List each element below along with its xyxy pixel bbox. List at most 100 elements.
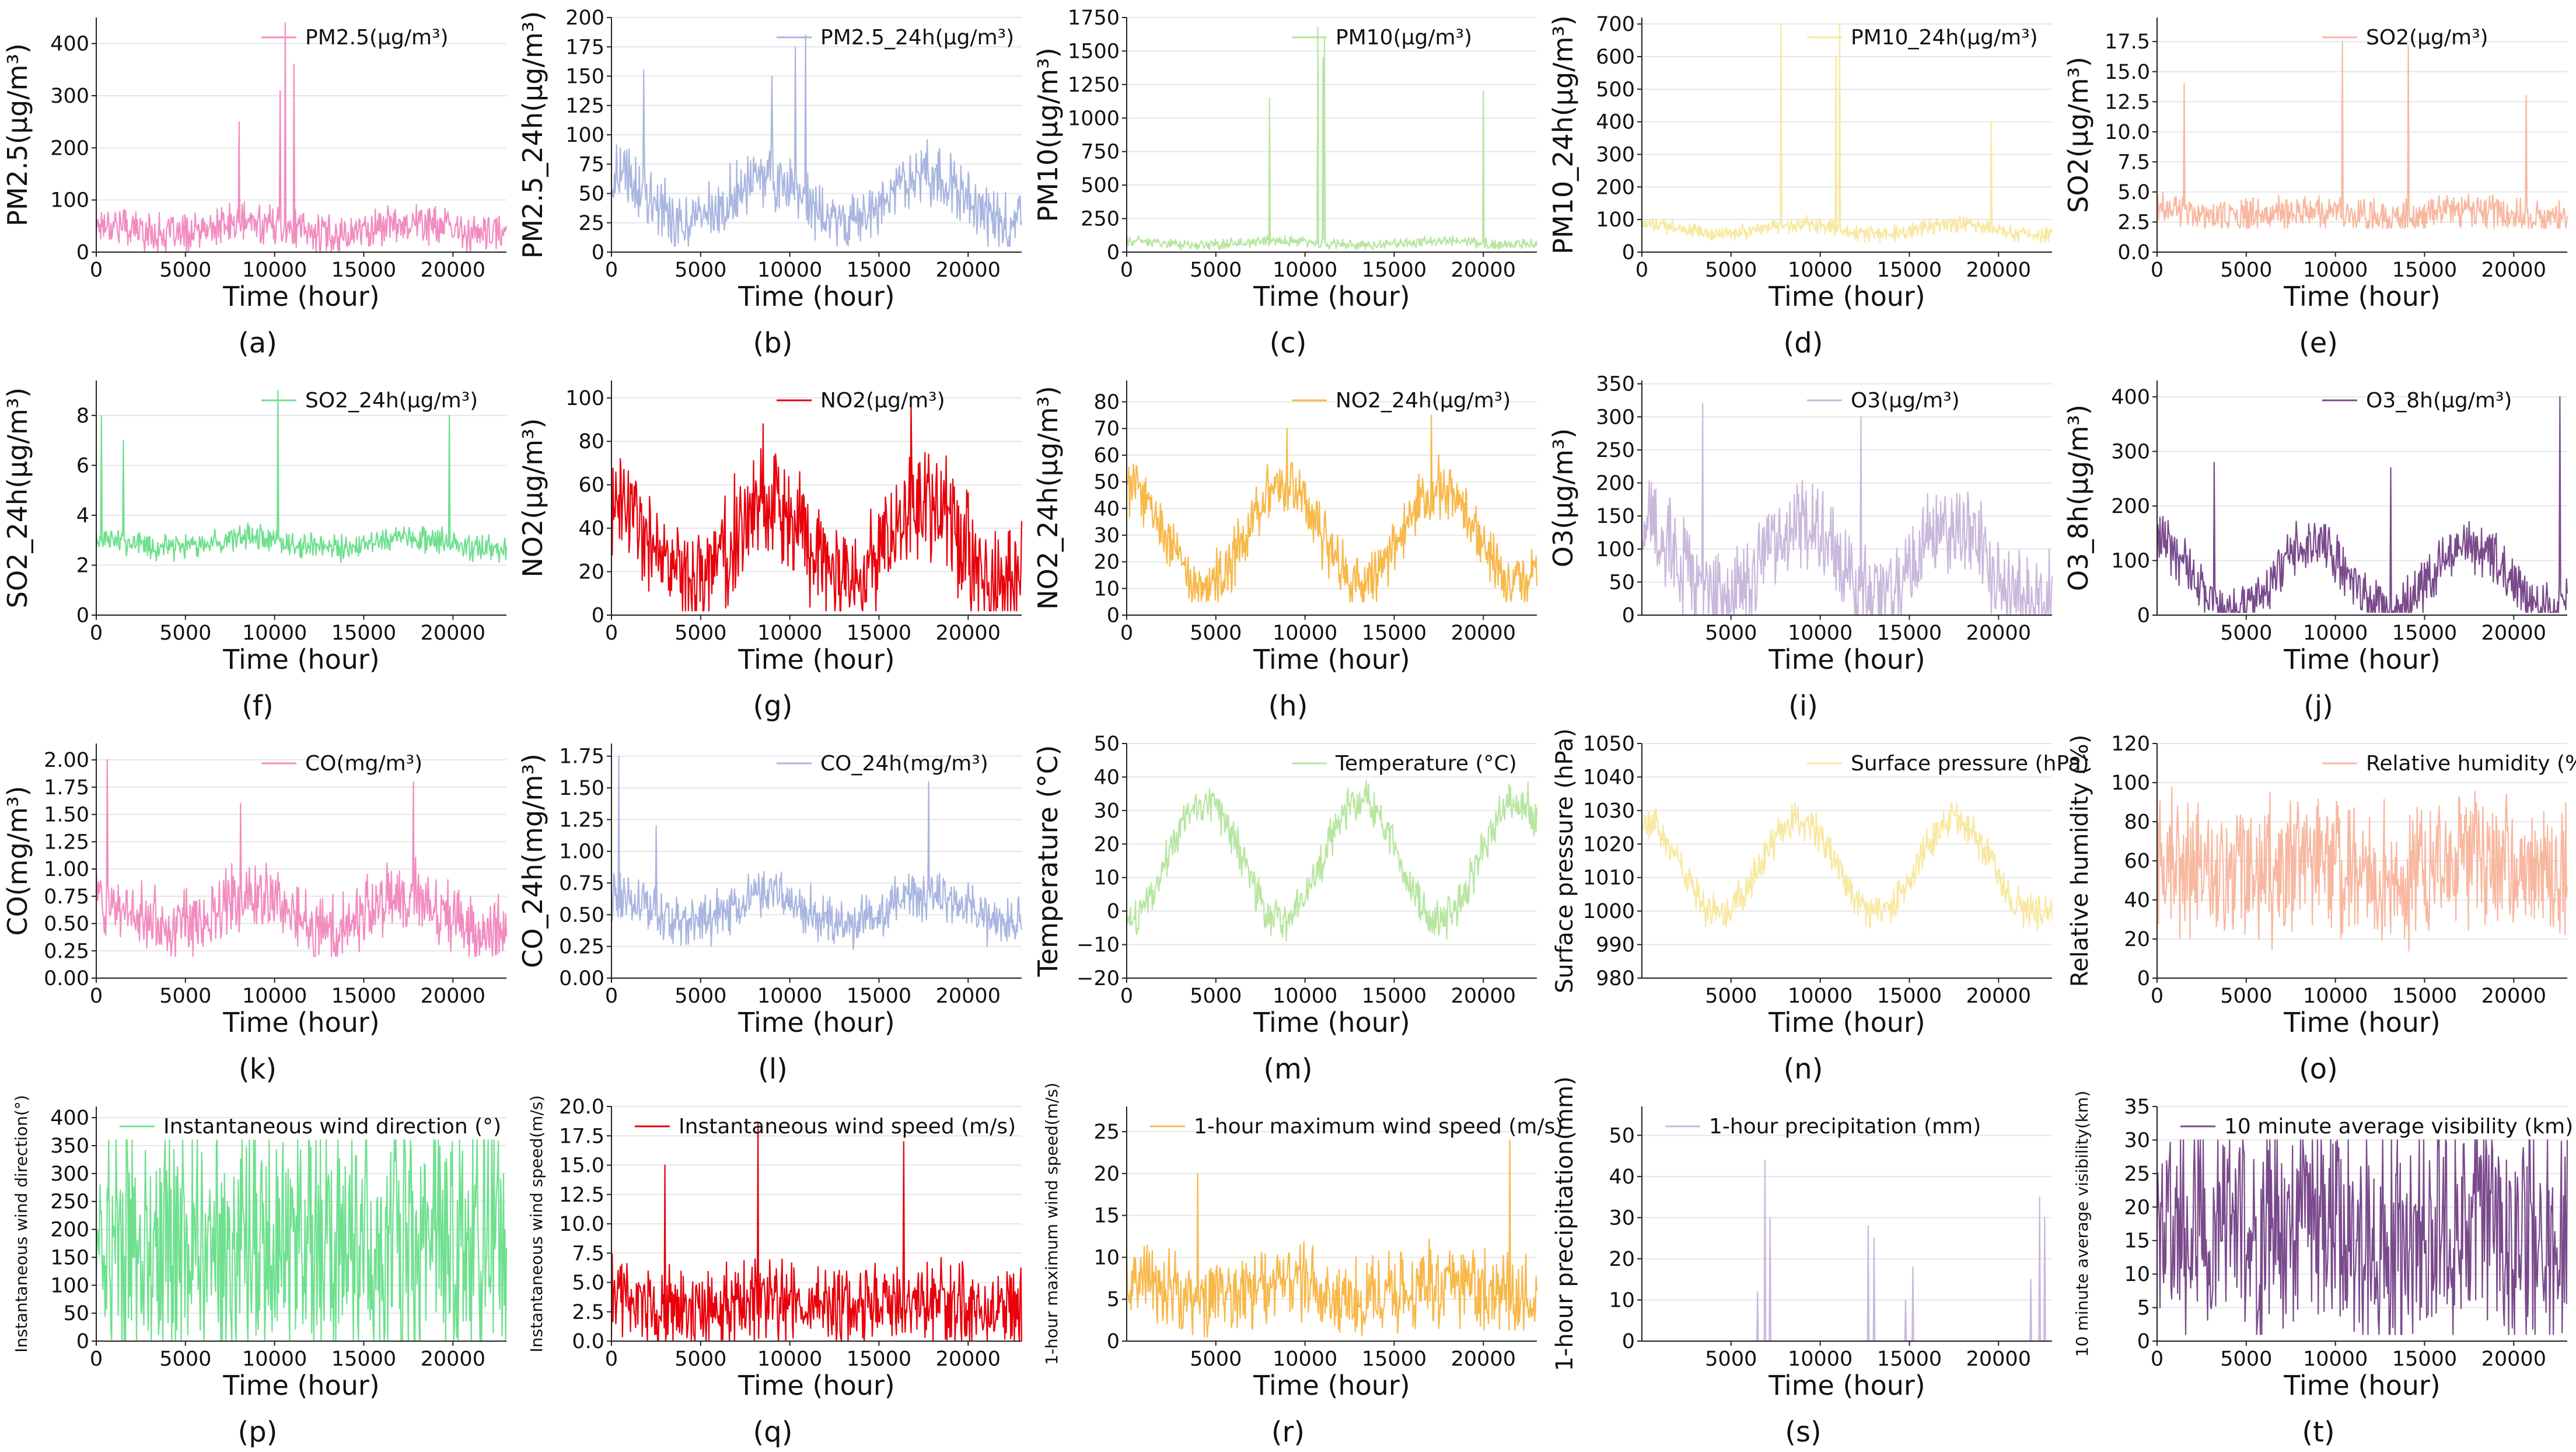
- y-tick-label: 12.5: [559, 1184, 604, 1207]
- x-axis-label: Time (hour): [738, 1370, 894, 1401]
- y-tick-label: 0: [1107, 900, 1120, 923]
- y-tick-label: 40: [578, 517, 604, 540]
- y-tick-label: 50: [63, 1302, 89, 1325]
- x-tick-label: 20000: [936, 1348, 1001, 1371]
- x-axis-label: Time (hour): [738, 281, 894, 312]
- panel-letter: (m): [1263, 1053, 1313, 1085]
- x-tick-label: 10000: [757, 985, 822, 1008]
- panel-letter: (h): [1268, 690, 1308, 722]
- y-axis-label: Instantaneous wind direction(°): [12, 1095, 31, 1353]
- chart-panel-c: 0 250 500 750 1000 1250 1500 1750 0 5000 10000 1500…: [1030, 0, 1546, 363]
- y-tick-label: 35: [2124, 1095, 2150, 1119]
- chart-svg: −20 −10 0 10 20 30 40 50 0 5000 10000 15000 20000 Tim…: [1032, 732, 1538, 1038]
- panel-letter: (p): [237, 1416, 278, 1448]
- y-tick-label: 10.0: [559, 1213, 604, 1236]
- y-tick-label: 1000: [1583, 900, 1635, 923]
- y-tick-label: 300: [50, 1163, 89, 1186]
- y-axis-label: Instantaneous wind speed(m/s): [527, 1095, 546, 1353]
- x-tick-label: 15000: [1877, 622, 1942, 645]
- y-tick-label: 2.00: [44, 749, 89, 772]
- x-tick-label: 5000: [674, 1348, 726, 1371]
- y-tick-label: 60: [578, 474, 604, 497]
- y-tick-label: 600: [1596, 46, 1635, 69]
- series-line: [1641, 802, 2053, 933]
- y-tick-label: 50: [1609, 571, 1635, 594]
- x-tick-label: 5000: [1190, 259, 1242, 282]
- y-tick-label: 1.25: [559, 808, 604, 832]
- x-tick-label: 5000: [159, 985, 211, 1008]
- panel-letter: (a): [238, 327, 277, 359]
- chart-panel-n: 980 990 1000 1010 1020 1030 1040 1050 5000 10000 1…: [1546, 726, 2089, 1089]
- y-tick-label: 5.0: [2117, 181, 2150, 204]
- x-axis-label: Time (hour): [222, 644, 379, 675]
- y-tick-label: 200: [50, 1219, 89, 1242]
- y-tick-label: 0.50: [559, 903, 604, 927]
- x-tick-label: 15000: [331, 259, 396, 282]
- y-tick-label: 30: [1093, 524, 1120, 547]
- legend-label: Instantaneous wind speed (m/s): [679, 1115, 1016, 1139]
- panel-letter: (n): [1783, 1053, 1823, 1085]
- y-tick-label: 0: [1107, 241, 1120, 264]
- x-tick-label: 5000: [1190, 985, 1242, 1008]
- panel-letter: (d): [1783, 327, 1823, 359]
- x-tick-label: 0: [605, 622, 618, 645]
- x-tick-label: 20000: [1966, 985, 2031, 1008]
- chart-svg: 0 100 200 300 400 5000 10000 15000 20000 Time (ho…: [2063, 381, 2568, 675]
- legend-label: SO2_24h(μg/m³): [305, 389, 478, 413]
- x-tick-label: 0: [1120, 985, 1133, 1008]
- legend-label: 1-hour maximum wind speed (m/s): [1194, 1115, 1563, 1139]
- x-axis-label: Time (hour): [2283, 1007, 2440, 1038]
- y-tick-label: 17.5: [559, 1125, 604, 1148]
- x-tick-label: 5000: [1705, 1348, 1757, 1371]
- series-line: [1126, 26, 1538, 251]
- chart-panel-h: 0 10 20 30 40 50 60 70 80 0 5000 10000 15000 20000 Tim…: [1030, 363, 1546, 726]
- series-line: [1126, 1139, 1538, 1338]
- y-tick-label: 750: [1081, 141, 1120, 164]
- chart-panel-j: 0 100 200 300 400 5000 10000 15000 20000 Time (ho…: [2061, 363, 2576, 726]
- chart-svg: 980 990 1000 1010 1020 1030 1040 1050 5000 10000 1…: [1551, 728, 2089, 1038]
- chart-panel-m: −20 −10 0 10 20 30 40 50 0 5000 10000 15000 20000 Tim…: [1030, 726, 1546, 1089]
- x-tick-label: 20000: [936, 259, 1001, 282]
- y-tick-label: 20: [578, 561, 604, 584]
- y-tick-label: 0.25: [559, 936, 604, 959]
- y-tick-label: 700: [1596, 13, 1635, 36]
- y-tick-label: 1010: [1583, 867, 1635, 890]
- legend-label: PM10(μg/m³): [1336, 26, 1472, 50]
- series-line: [611, 34, 1023, 247]
- chart-svg: 0.0 2.5 5.0 7.5 10.0 12.5 15.0 17.5 0 5000 10000 15…: [2063, 18, 2568, 312]
- y-tick-label: 25: [2124, 1163, 2150, 1186]
- y-tick-label: 10: [1093, 867, 1120, 890]
- x-tick-label: 0: [90, 1348, 103, 1371]
- legend-label: NO2(μg/m³): [820, 389, 945, 413]
- x-tick-label: 15000: [331, 622, 396, 645]
- legend-label: SO2(μg/m³): [2366, 26, 2488, 50]
- y-tick-label: 10: [1093, 577, 1120, 601]
- y-axis-label: NO2(μg/m³): [517, 418, 548, 578]
- x-tick-label: 15000: [2392, 985, 2457, 1008]
- y-tick-label: 50: [1093, 732, 1120, 756]
- x-tick-label: 20000: [1966, 1348, 2031, 1371]
- x-tick-label: 15000: [1877, 985, 1942, 1008]
- y-tick-label: 80: [1093, 391, 1120, 414]
- legend-label: PM2.5_24h(μg/m³): [820, 26, 1014, 50]
- chart-svg: 0 5 10 15 20 25 5000 10000 15000 20000 Time (hour)…: [1042, 1083, 1563, 1401]
- y-axis-label: SO2(μg/m³): [2063, 57, 2094, 213]
- x-tick-label: 10000: [1273, 622, 1337, 645]
- chart-panel-e: 0.0 2.5 5.0 7.5 10.0 12.5 15.0 17.5 0 5000 10000 15…: [2061, 0, 2576, 363]
- legend-label: CO_24h(mg/m³): [820, 752, 988, 776]
- y-tick-label: 200: [2111, 495, 2150, 518]
- y-tick-label: 50: [1609, 1124, 1635, 1147]
- y-axis-label: 1-hour precipitation(mm): [1551, 1076, 1578, 1371]
- y-tick-label: 6: [76, 454, 89, 477]
- x-tick-label: 15000: [1877, 259, 1942, 282]
- x-tick-label: 20000: [1966, 622, 2031, 645]
- x-tick-label: 10000: [242, 1348, 307, 1371]
- y-tick-label: 15: [2124, 1230, 2150, 1253]
- y-tick-label: 100: [50, 1274, 89, 1297]
- y-tick-label: 0: [1622, 241, 1635, 264]
- y-tick-label: 40: [1093, 497, 1120, 521]
- x-tick-label: 20000: [2481, 622, 2546, 645]
- x-tick-label: 15000: [2392, 622, 2457, 645]
- x-tick-label: 0: [2151, 259, 2163, 282]
- x-tick-label: 10000: [1273, 259, 1337, 282]
